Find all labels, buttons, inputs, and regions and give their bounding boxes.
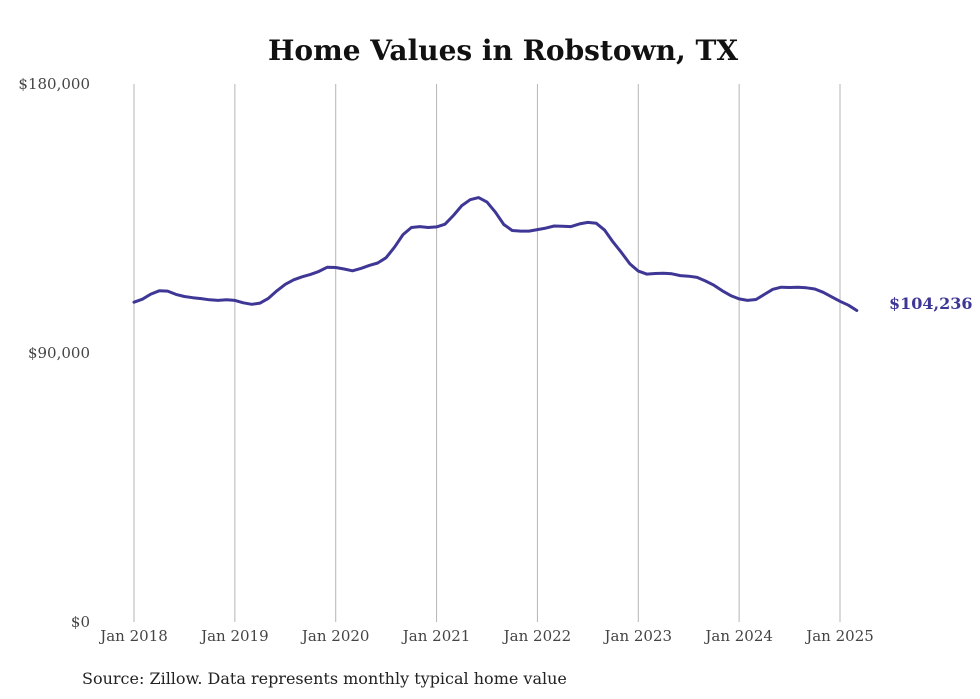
- x-tick-label: Jan 2022: [502, 627, 572, 645]
- y-axis: $0 $90,000 $180,000: [18, 75, 90, 631]
- source-note: Source: Zillow. Data represents monthly …: [82, 669, 567, 688]
- series-layer: [132, 196, 859, 312]
- y-tick-label: $180,000: [18, 75, 90, 93]
- chart-title: Home Values in Robstown, TX: [268, 34, 738, 67]
- y-tick-label: $0: [71, 613, 90, 631]
- x-tick-label: Jan 2018: [98, 627, 168, 645]
- gridlines: [133, 84, 841, 622]
- x-axis: Jan 2018 Jan 2019 Jan 2020 Jan 2021 Jan 2022…: [98, 627, 874, 645]
- x-tick-label: Jan 2021: [401, 627, 471, 645]
- y-tick-label: $90,000: [28, 344, 90, 362]
- x-tick-label: Jan 2024: [703, 627, 773, 645]
- home-value-line: [132, 196, 859, 312]
- x-tick-label: Jan 2020: [300, 627, 370, 645]
- x-tick-label: Jan 2025: [804, 627, 874, 645]
- x-tick-label: Jan 2023: [603, 627, 673, 645]
- last-value-label: $104,236: [889, 294, 973, 313]
- x-tick-label: Jan 2019: [199, 627, 269, 645]
